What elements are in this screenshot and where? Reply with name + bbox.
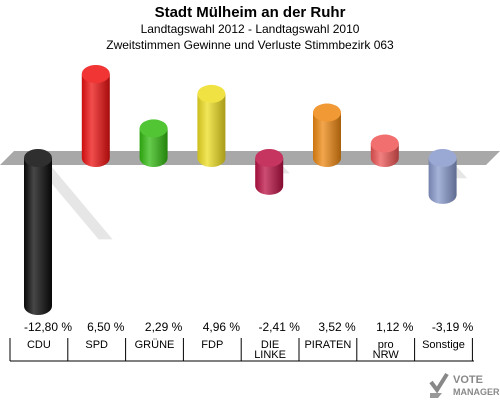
- value-label: -3,19 %: [432, 320, 474, 334]
- checkmark-icon: [429, 372, 449, 394]
- ballot-box-icon: [430, 393, 442, 398]
- category-label: GRÜNE: [135, 339, 175, 351]
- value-label: 2,29 %: [145, 320, 183, 334]
- value-label: -2,41 %: [259, 320, 301, 334]
- bar-body: [197, 93, 226, 167]
- value-label: -12,80 %: [24, 320, 72, 334]
- bar-cap: [197, 84, 226, 103]
- chart-subtitle-2: Zweitstimmen Gewinne und Verluste Stimmb…: [106, 38, 394, 52]
- bar-cap: [428, 149, 457, 167]
- category-label: pro: [378, 339, 394, 351]
- bar-body: [313, 112, 341, 167]
- value-label: 3,52 %: [318, 320, 356, 334]
- bar-cdu: [24, 149, 52, 315]
- bar-body: [255, 158, 284, 195]
- bar-sonstige: [428, 149, 457, 204]
- zero-plane: [0, 151, 500, 165]
- chart-subtitle: Landtagswahl 2012 - Landtagswahl 2010: [140, 22, 360, 36]
- bar-cap: [81, 65, 110, 83]
- category-label: SPD: [85, 339, 108, 351]
- bar-spd: [81, 65, 110, 167]
- bar-pro-nrw: [370, 134, 399, 167]
- bar-body: [139, 128, 168, 167]
- bar-piraten: [313, 103, 341, 167]
- category-label: LINKE: [254, 349, 286, 361]
- bar-body: [81, 74, 110, 167]
- value-label: 6,50 %: [87, 320, 125, 334]
- bar-fdp: [197, 84, 226, 167]
- bar-cap: [139, 119, 168, 138]
- logo-text-bottom: MANAGER: [453, 387, 500, 397]
- chart-title: Stadt Mülheim an der Ruhr: [154, 4, 346, 21]
- bar-grüne: [139, 119, 168, 167]
- value-label: 4,96 %: [203, 320, 241, 334]
- value-label: 1,12 %: [376, 320, 414, 334]
- bar-cap: [255, 149, 284, 167]
- category-label: NRW: [373, 349, 400, 361]
- bar-cap: [24, 149, 52, 167]
- bar-shadow: [32, 160, 113, 240]
- logo-text-top: VOTE: [453, 374, 483, 386]
- category-label: FDP: [201, 339, 223, 351]
- category-label: DIE: [261, 339, 279, 351]
- bar-cap: [313, 103, 341, 122]
- category-label: PIRATEN: [304, 339, 351, 351]
- bar-die-linke: [255, 149, 284, 195]
- category-label: CDU: [27, 339, 51, 351]
- category-label: Sonstige: [422, 339, 465, 351]
- bar-body: [24, 158, 52, 315]
- bar-cap: [370, 134, 399, 153]
- votemanager-logo: VOTE MANAGER: [429, 372, 500, 398]
- bar-body: [428, 158, 457, 204]
